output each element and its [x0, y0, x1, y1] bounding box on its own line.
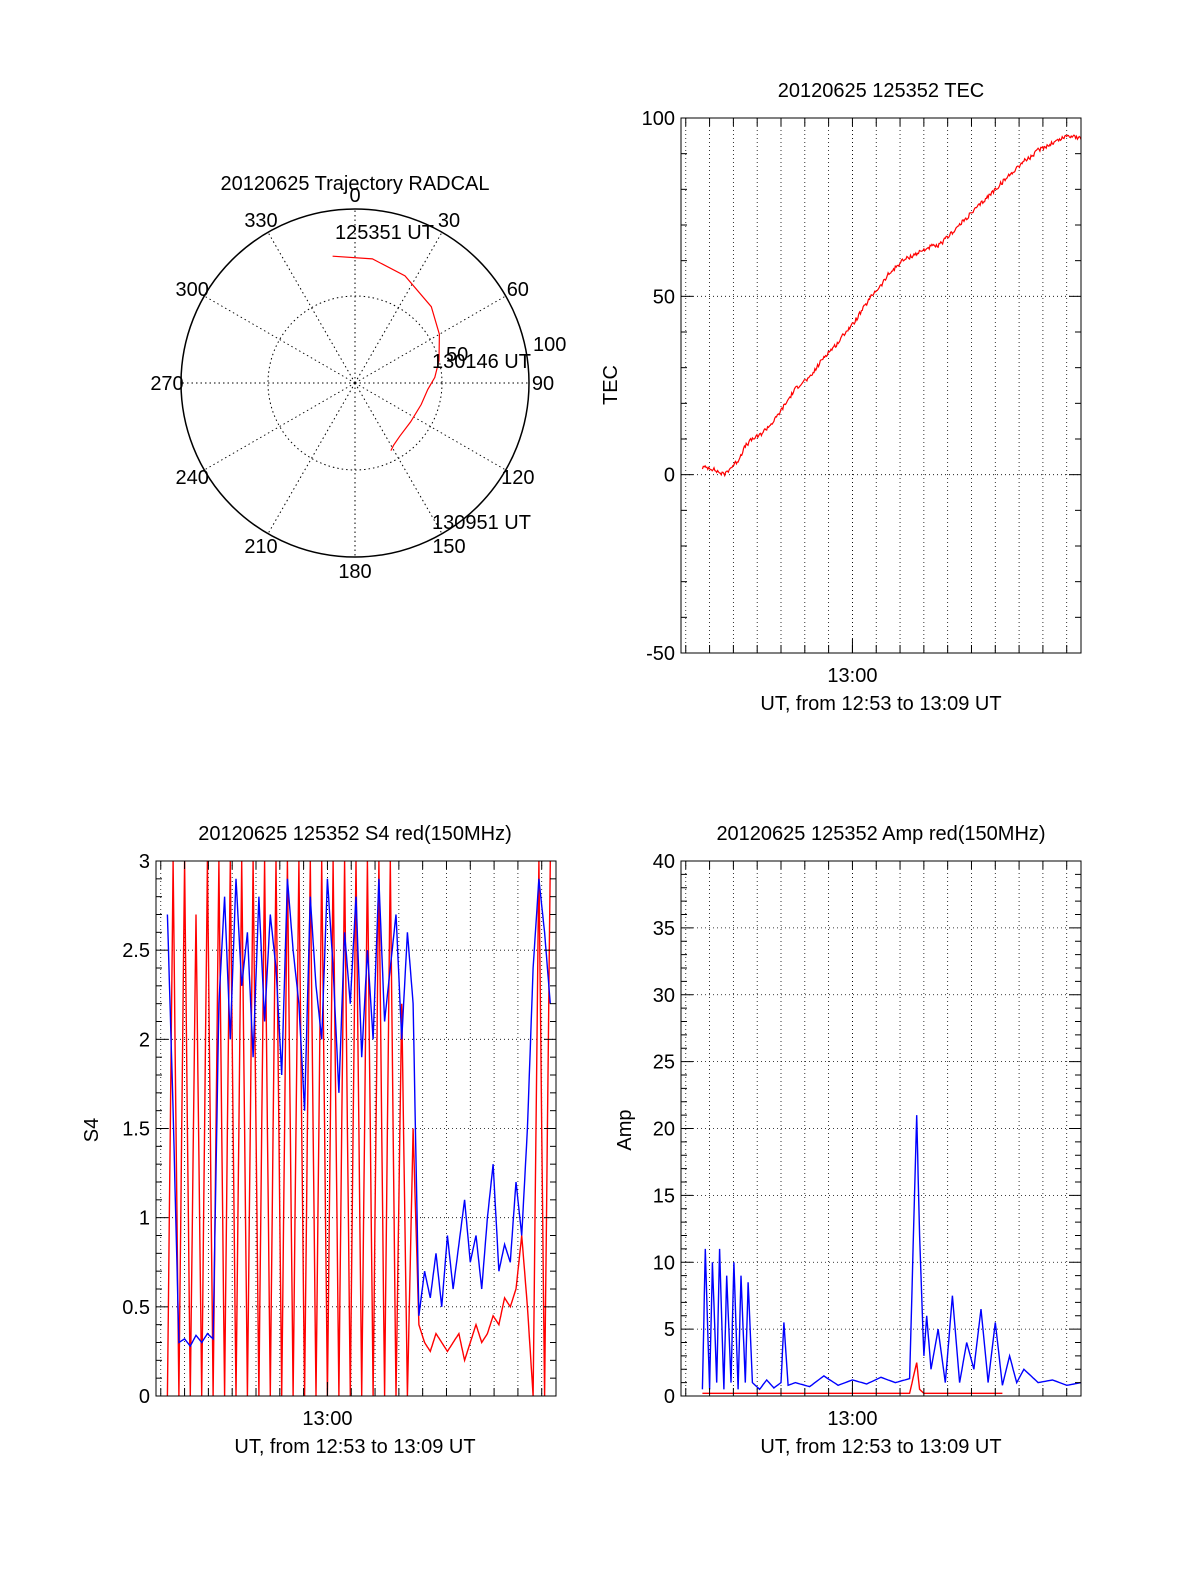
tec-ytick-label: 0 — [664, 465, 675, 487]
s4-ytick-label: 3 — [139, 851, 150, 873]
polar-labels: 0 30 60 90 120 150 180 210 240 270 300 330 50 100 — [150, 185, 566, 583]
polar-azimuth-label: 270 — [150, 373, 183, 395]
polar-azimuth-label: 120 — [501, 467, 534, 489]
polar-azimuth-label: 30 — [438, 210, 460, 232]
tec-panel: 20120625 125352 TEC TEC UT, from 12:53 t… — [600, 80, 1082, 715]
polar-spoke — [354, 382, 506, 471]
tec-ylabel: TEC — [600, 365, 622, 405]
amp-frame — [680, 860, 1082, 1397]
amp-series — [701, 1115, 1082, 1395]
amp-ytick-label: 15 — [653, 1185, 675, 1207]
polar-outer-ring — [180, 208, 530, 558]
s4-ytick-label: 1.5 — [122, 1119, 150, 1141]
polar-spoke — [204, 382, 356, 471]
tec-xlabel: UT, from 12:53 to 13:09 UT — [760, 693, 1001, 715]
s4-xtick-label: 13:00 — [302, 1408, 352, 1430]
polar-azimuth-label: 90 — [532, 373, 554, 395]
polar-spoke — [267, 232, 356, 384]
polar-end-annotation: 130951 UT — [432, 512, 531, 534]
tec-ticks: -50 0 50 100 13:00 — [642, 108, 1081, 687]
polar-ring-label: 50 — [446, 344, 468, 366]
tec-series — [701, 134, 1082, 478]
s4-series-line — [166, 860, 551, 1397]
polar-trajectory — [332, 255, 441, 451]
polar-azimuth-label: 180 — [338, 561, 371, 583]
amp-xlabel: UT, from 12:53 to 13:09 UT — [760, 1436, 1001, 1458]
s4-ticks: 0 0.5 1 1.5 2 2.5 3 13:00 — [122, 851, 556, 1430]
polar-grid — [180, 208, 530, 558]
amp-ytick-label: 35 — [653, 918, 675, 940]
amp-ytick-label: 20 — [653, 1119, 675, 1141]
polar-ring-label: 100 — [533, 334, 566, 356]
tec-ytick-label: 50 — [653, 286, 675, 308]
polar-azimuth-label: 300 — [175, 279, 208, 301]
polar-azimuth-label: 210 — [244, 536, 277, 558]
s4-xlabel: UT, from 12:53 to 13:09 UT — [234, 1436, 475, 1458]
s4-series-line — [166, 878, 551, 1348]
s4-ytick-label: 0.5 — [122, 1297, 150, 1319]
polar-mid-annotation: 130146 UT — [432, 351, 531, 373]
s4-ylabel: S4 — [81, 1118, 103, 1142]
polar-title: 20120625 Trajectory RADCAL — [220, 173, 489, 195]
s4-grid — [156, 861, 556, 1396]
amp-series-line — [701, 1115, 1082, 1391]
tec-frame — [680, 117, 1082, 654]
s4-title: 20120625 125352 S4 red(150MHz) — [198, 823, 512, 845]
polar-azimuth-label: 240 — [175, 467, 208, 489]
amp-ytick-label: 30 — [653, 985, 675, 1007]
amp-ytick-label: 10 — [653, 1252, 675, 1274]
polar-azimuth-label: 60 — [507, 279, 529, 301]
amp-title: 20120625 125352 Amp red(150MHz) — [716, 823, 1045, 845]
s4-ytick-label: 1 — [139, 1208, 150, 1230]
s4-panel: 20120625 125352 S4 red(150MHz) S4 UT, fr… — [81, 823, 557, 1458]
tec-series-line — [701, 134, 1082, 478]
polar-spoke — [354, 295, 506, 384]
polar-azimuth-label: 0 — [349, 185, 360, 207]
tec-ytick-label: -50 — [646, 643, 675, 665]
s4-ytick-label: 0 — [139, 1386, 150, 1408]
tec-ytick-label: 100 — [642, 108, 675, 130]
polar-spoke — [204, 295, 356, 384]
s4-ytick-label: 2.5 — [122, 940, 150, 962]
s4-series — [166, 860, 551, 1397]
polar-trajectory-line — [332, 255, 441, 451]
tec-grid — [681, 118, 1081, 653]
amp-ytick-label: 5 — [664, 1319, 675, 1341]
polar-start-annotation: 125351 UT — [335, 222, 434, 244]
s4-ytick-label: 2 — [139, 1029, 150, 1051]
polar-panel: 20120625 Trajectory RADCAL 0 30 60 90 120 150… — [150, 173, 566, 583]
polar-azimuth-label: 150 — [432, 536, 465, 558]
amp-ticks: 0 5 10 15 20 25 30 35 40 13:00 — [653, 851, 1081, 1430]
polar-azimuth-label: 330 — [244, 210, 277, 232]
amp-ytick-label: 25 — [653, 1052, 675, 1074]
polar-spoke — [354, 232, 443, 384]
tec-title: 20120625 125352 TEC — [778, 80, 984, 102]
amp-ylabel: Amp — [614, 1109, 636, 1150]
amp-grid — [681, 861, 1081, 1396]
amp-ytick-label: 40 — [653, 851, 675, 873]
amp-ytick-label: 0 — [664, 1386, 675, 1408]
polar-spoke — [354, 382, 443, 534]
amp-panel: 20120625 125352 Amp red(150MHz) Amp UT, … — [614, 823, 1082, 1458]
amp-xtick-label: 13:00 — [827, 1408, 877, 1430]
tec-xtick-label: 13:00 — [827, 665, 877, 687]
polar-spoke — [267, 382, 356, 534]
s4-frame — [155, 860, 557, 1397]
